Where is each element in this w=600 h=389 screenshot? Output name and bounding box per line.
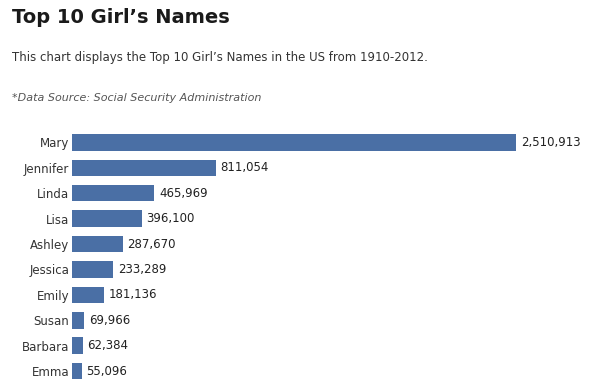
Bar: [72, 236, 123, 252]
Text: *Data Source: Social Security Administration: *Data Source: Social Security Administra…: [12, 93, 262, 103]
Bar: [72, 261, 113, 278]
Text: 69,966: 69,966: [89, 314, 130, 327]
Text: 55,096: 55,096: [86, 364, 127, 378]
Bar: [72, 312, 85, 329]
Text: 62,384: 62,384: [88, 339, 128, 352]
Bar: [72, 337, 83, 354]
Text: 811,054: 811,054: [220, 161, 268, 174]
Bar: [72, 210, 142, 227]
Bar: [72, 287, 104, 303]
Text: Top 10 Girl’s Names: Top 10 Girl’s Names: [12, 8, 230, 27]
Bar: [72, 363, 82, 379]
Text: 181,136: 181,136: [109, 288, 157, 301]
Text: 287,670: 287,670: [127, 238, 176, 251]
Bar: [72, 134, 517, 151]
Text: This chart displays the Top 10 Girl’s Names in the US from 1910-2012.: This chart displays the Top 10 Girl’s Na…: [12, 51, 428, 63]
Text: 396,100: 396,100: [146, 212, 195, 225]
Bar: [72, 159, 215, 176]
Text: 233,289: 233,289: [118, 263, 166, 276]
Text: 2,510,913: 2,510,913: [521, 136, 580, 149]
Bar: [72, 185, 154, 202]
Text: 465,969: 465,969: [159, 187, 208, 200]
